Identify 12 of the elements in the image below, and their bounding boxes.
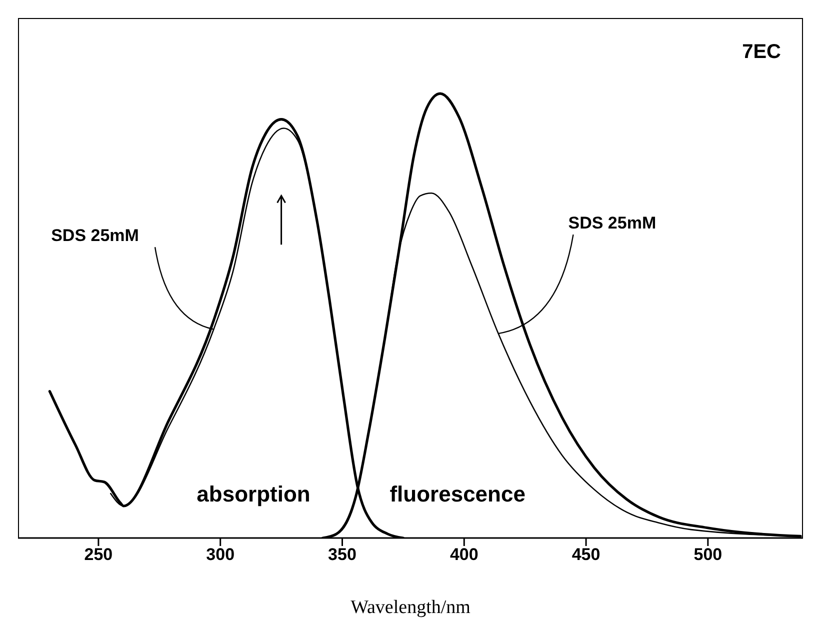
- chart-title: 7EC: [742, 41, 781, 63]
- x-tick-label: 250: [84, 545, 113, 564]
- annotation: SDS 25mM: [51, 226, 139, 246]
- x-tick-label: 350: [328, 545, 356, 564]
- annotation: absorption: [196, 482, 310, 507]
- x-tick-label: 500: [694, 545, 722, 564]
- x-tick-label: 400: [450, 545, 478, 564]
- x-tick-label: 450: [572, 545, 600, 564]
- x-tick-label: 300: [206, 545, 235, 564]
- annotation: fluorescence: [390, 482, 526, 507]
- annotation: SDS 25mM: [568, 214, 656, 233]
- x-axis-title: Wavelength/nm: [350, 597, 471, 618]
